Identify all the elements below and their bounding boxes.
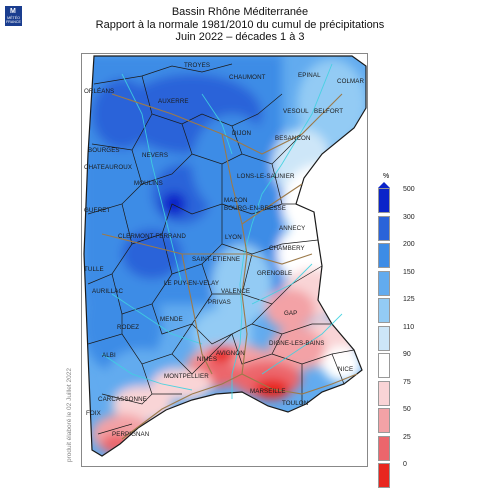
city-label: AUXERRE [158,98,189,105]
department-boundaries [87,63,355,435]
city-label: PRIVAS [208,299,231,306]
meteo-france-logo: M MÉTÉO FRANCE [5,6,22,26]
city-label: SAINT-ETIENNE [192,256,241,263]
city-label: BOURGES [88,147,120,154]
city-label: DIJON [232,130,252,137]
title-line2: Rapport à la normale 1981/2010 du cumul … [95,18,385,31]
basin-outline [83,55,367,457]
logo-text: MÉTÉO FRANCE [6,16,21,25]
credit-text: produit élaboré le 02 Juillet 2022 [66,362,76,462]
city-label: NICE [338,366,354,373]
legend-swatch [378,270,390,296]
legend-tick-label: 75 [403,378,411,386]
city-label: EPINAL [298,72,321,79]
legend-tick-label: 90 [403,351,411,358]
color-legend: % 500 300 200 150 125 110 90 75 50 25 0 [372,173,432,488]
city-label: AURILLAC [92,288,124,295]
city-label: LE PUY-EN-VELAY [164,280,220,287]
city-label: GUERET [84,207,111,214]
city-label: BOURG-EN-BRESSE [224,205,287,212]
city-label: DIGNE-LES-BAINS [269,340,325,347]
logo-text-line2: FRANCE [6,19,21,24]
title-line1: Bassin Rhône Méditerranée [171,6,309,18]
city-label: MACON [224,197,248,204]
city-label: RODEZ [117,324,140,331]
legend-tick-label: 125 [403,296,415,303]
map-title: Bassin Rhône Méditerranée Rapport à la n… [60,6,420,44]
legend-swatch [378,243,390,268]
legend-swatch [378,188,390,213]
sea-area [82,370,366,466]
legend-swatch [378,463,390,488]
legend-swatch [378,215,390,241]
legend-unit: % [383,173,390,180]
city-label: CHAMBERY [269,245,305,252]
city-label: TROYES [184,62,211,69]
city-label: TULLE [84,266,104,273]
city-label: MENDE [160,316,183,323]
city-label: ALBI [102,352,116,359]
legend-tick-label: 150 [403,268,415,276]
city-label: ANNECY [279,225,306,232]
city-label: ORLÉANS [84,88,115,95]
roads [101,93,358,440]
city-label: GRENOBLE [257,270,293,277]
legend-swatch [378,298,390,323]
legend-tick-label: 25 [403,433,411,441]
city-label: VALENCE [221,288,251,295]
city-label: LYON [225,234,242,241]
legend-tick-label: 500 [403,186,415,193]
legend-tick-label: 110 [403,323,415,331]
city-label: MOULINS [134,180,163,187]
legend-tick-label: 200 [403,241,415,248]
city-label: MONTPELLIER [164,373,209,380]
city-label: MARSEILLE [250,388,286,395]
city-label: CARCASSONNE [98,396,147,403]
city-label: GAP [284,310,298,317]
logo-mark: M [10,8,16,15]
legend-swatch [378,353,390,378]
legend-swatch [378,380,390,406]
city-label: COLMAR [337,78,365,85]
legend-arrow [378,182,390,188]
legend-tick-label: 0 [403,461,407,468]
title-line3: Juin 2022 – décades 1 à 3 [175,31,305,43]
map-canvas [82,54,367,466]
legend-swatch [378,325,390,351]
city-label: NEVERS [142,152,169,159]
city-label: CHAUMONT [229,74,266,81]
credit-label: produit élaboré le 02 Juillet 2022 [66,368,73,462]
city-label: AVIGNON [216,350,245,357]
legend-swatch [378,408,390,433]
logo-text-line1: MÉTÉO [7,16,20,20]
city-label: BESANCON [275,135,311,142]
legend-swatch [378,435,390,461]
city-label: VESOUL [283,108,309,115]
city-label: NIMES [197,356,218,363]
city-label: CLERMONT-FERRAND [118,233,186,240]
legend-tick-label: 300 [403,213,415,221]
city-label: BELFORT [314,108,344,115]
city-label: CHATEAUROUX [84,164,133,171]
legend-tick-label: 50 [403,406,411,413]
precipitation-map: TROYES CHAUMONT EPINAL COLMAR ORLÉANS AU… [81,53,368,467]
city-label: TOULON [282,400,309,407]
city-label: PERPIGNAN [112,431,150,438]
city-label: FOIX [86,410,101,417]
city-label: LONS-LE-SAUNIER [237,173,295,180]
